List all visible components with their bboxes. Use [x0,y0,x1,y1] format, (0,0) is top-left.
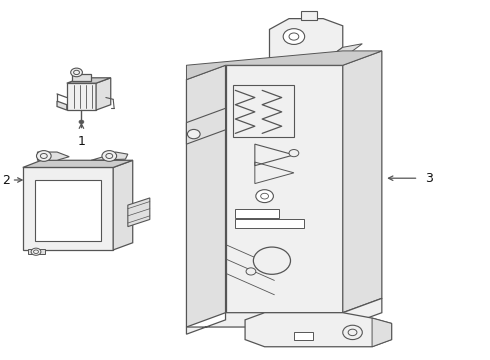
Bar [235,209,279,218]
Polygon shape [245,313,392,347]
Circle shape [79,120,84,124]
Circle shape [283,29,305,44]
Polygon shape [187,298,382,334]
Polygon shape [23,160,133,167]
Polygon shape [28,249,45,253]
Polygon shape [187,65,225,327]
Circle shape [253,247,291,274]
Polygon shape [225,65,343,313]
Circle shape [31,248,41,255]
Polygon shape [91,152,128,160]
Circle shape [289,149,299,157]
Bar [235,220,304,228]
Polygon shape [23,167,113,250]
Circle shape [256,190,273,203]
Circle shape [36,150,51,161]
Polygon shape [96,78,111,110]
Text: 2: 2 [2,174,10,186]
Polygon shape [67,83,96,110]
Bar [294,332,314,339]
Polygon shape [318,44,362,65]
Circle shape [343,325,362,339]
Polygon shape [67,78,111,83]
Text: 3: 3 [425,172,433,185]
Polygon shape [187,51,382,80]
Polygon shape [343,51,382,313]
Polygon shape [270,19,343,65]
Polygon shape [187,108,225,144]
Circle shape [188,130,200,139]
Text: 1: 1 [77,135,85,148]
Polygon shape [113,160,133,250]
Bar [233,85,294,137]
Circle shape [102,150,117,161]
Polygon shape [372,318,392,347]
Polygon shape [72,74,91,81]
Polygon shape [37,152,69,160]
Polygon shape [128,198,150,226]
Circle shape [71,68,82,77]
Bar [35,180,101,241]
Polygon shape [301,12,318,21]
Polygon shape [57,101,67,110]
Circle shape [246,268,256,275]
